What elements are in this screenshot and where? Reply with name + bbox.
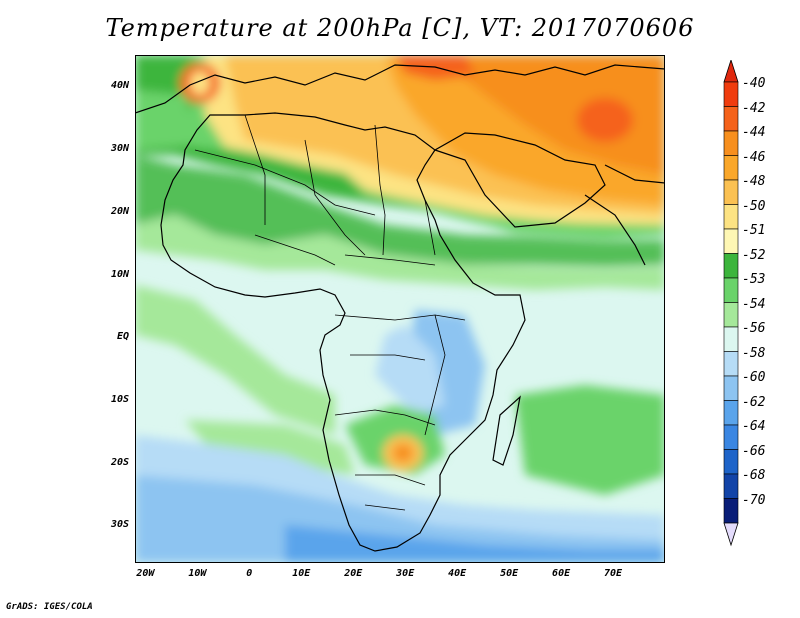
coastlines <box>135 64 665 552</box>
temperature-map <box>135 55 665 563</box>
colorbar-label: -62 <box>742 394 766 410</box>
country-borders <box>194 114 466 511</box>
longitude-tick-label: 20W <box>136 568 155 579</box>
colorbar-label: -56 <box>742 321 766 336</box>
colorbar-swatch <box>723 179 739 205</box>
colorbar-bottom-arrow <box>723 522 739 547</box>
latitude-tick-label: 30N <box>110 143 129 155</box>
colorbar-swatch <box>723 253 739 279</box>
longitude-tick-label: 50E <box>500 568 519 579</box>
map-title: Temperature at 200hPa [C], VT: 201707060… <box>105 14 695 42</box>
colorbar-swatch <box>723 400 739 426</box>
colorbar-label: -53 <box>742 272 766 287</box>
colorbar-swatch <box>723 204 739 230</box>
colorbar-label: -46 <box>742 149 766 165</box>
longitude-tick-label: 40E <box>448 568 467 579</box>
longitude-tick-label: 0 <box>246 568 253 579</box>
colorbar-swatch <box>723 351 739 377</box>
colorbar-top-arrow <box>723 58 739 83</box>
longitude-tick-label: 30E <box>396 568 415 579</box>
colorbar-label: -48 <box>742 174 766 189</box>
colorbar-swatch <box>723 130 739 156</box>
map-border <box>135 55 665 563</box>
longitude-tick-label: 60E <box>552 568 571 579</box>
colorbar-label: -51 <box>742 223 766 238</box>
colorbar-label: -42 <box>742 100 766 116</box>
colorbar-swatch <box>723 302 739 328</box>
colorbar-label: -44 <box>742 125 766 140</box>
credit-text: GrADS: IGES/COLA <box>6 602 93 612</box>
colorbar-swatch <box>723 375 739 401</box>
colorbar-label: -54 <box>742 296 766 312</box>
colorbar-swatch <box>723 81 739 107</box>
latitude-tick-label: 20S <box>110 456 129 468</box>
longitude-tick-label: 70E <box>604 568 623 579</box>
colorbar-swatch <box>723 228 739 254</box>
map-frame <box>135 55 665 567</box>
colorbar-swatch <box>723 106 739 132</box>
latitude-tick-label: 10S <box>110 393 129 405</box>
colorbar: -40 -42 -44 -46 -48 -50 -51 -52 -53 -54 -56 -58 -60 -… <box>720 58 800 564</box>
colorbar-swatch <box>723 277 739 303</box>
latitude-tick-label: 30S <box>110 519 129 531</box>
colorbar-label: -66 <box>742 443 766 459</box>
colorbar-graphic <box>723 58 739 547</box>
colorbar-swatch <box>723 326 739 352</box>
colorbar-swatch <box>723 424 739 450</box>
colorbar-label: -68 <box>742 468 766 483</box>
longitude-tick-label: 10W <box>188 568 207 579</box>
latitude-tick-label: EQ <box>116 331 129 343</box>
colorbar-label: -52 <box>742 247 766 263</box>
latitude-tick-label: 20N <box>110 205 129 217</box>
colorbar-label: -70 <box>742 492 766 508</box>
colorbar-label: -64 <box>742 419 766 434</box>
temperature-field <box>135 55 665 563</box>
colorbar-swatch <box>723 155 739 181</box>
colorbar-label: -58 <box>742 345 766 361</box>
colorbar-label: -50 <box>742 198 766 214</box>
longitude-tick-label: 20E <box>344 568 363 579</box>
latitude-tick-label: 10N <box>110 268 129 280</box>
colorbar-label: -40 <box>742 76 766 91</box>
colorbar-swatch <box>723 498 739 524</box>
colorbar-label: -60 <box>742 370 766 385</box>
longitude-tick-label: 10E <box>292 568 311 579</box>
colorbar-swatch <box>723 449 739 475</box>
latitude-tick-label: 40N <box>110 80 129 92</box>
colorbar-swatch <box>723 473 739 499</box>
